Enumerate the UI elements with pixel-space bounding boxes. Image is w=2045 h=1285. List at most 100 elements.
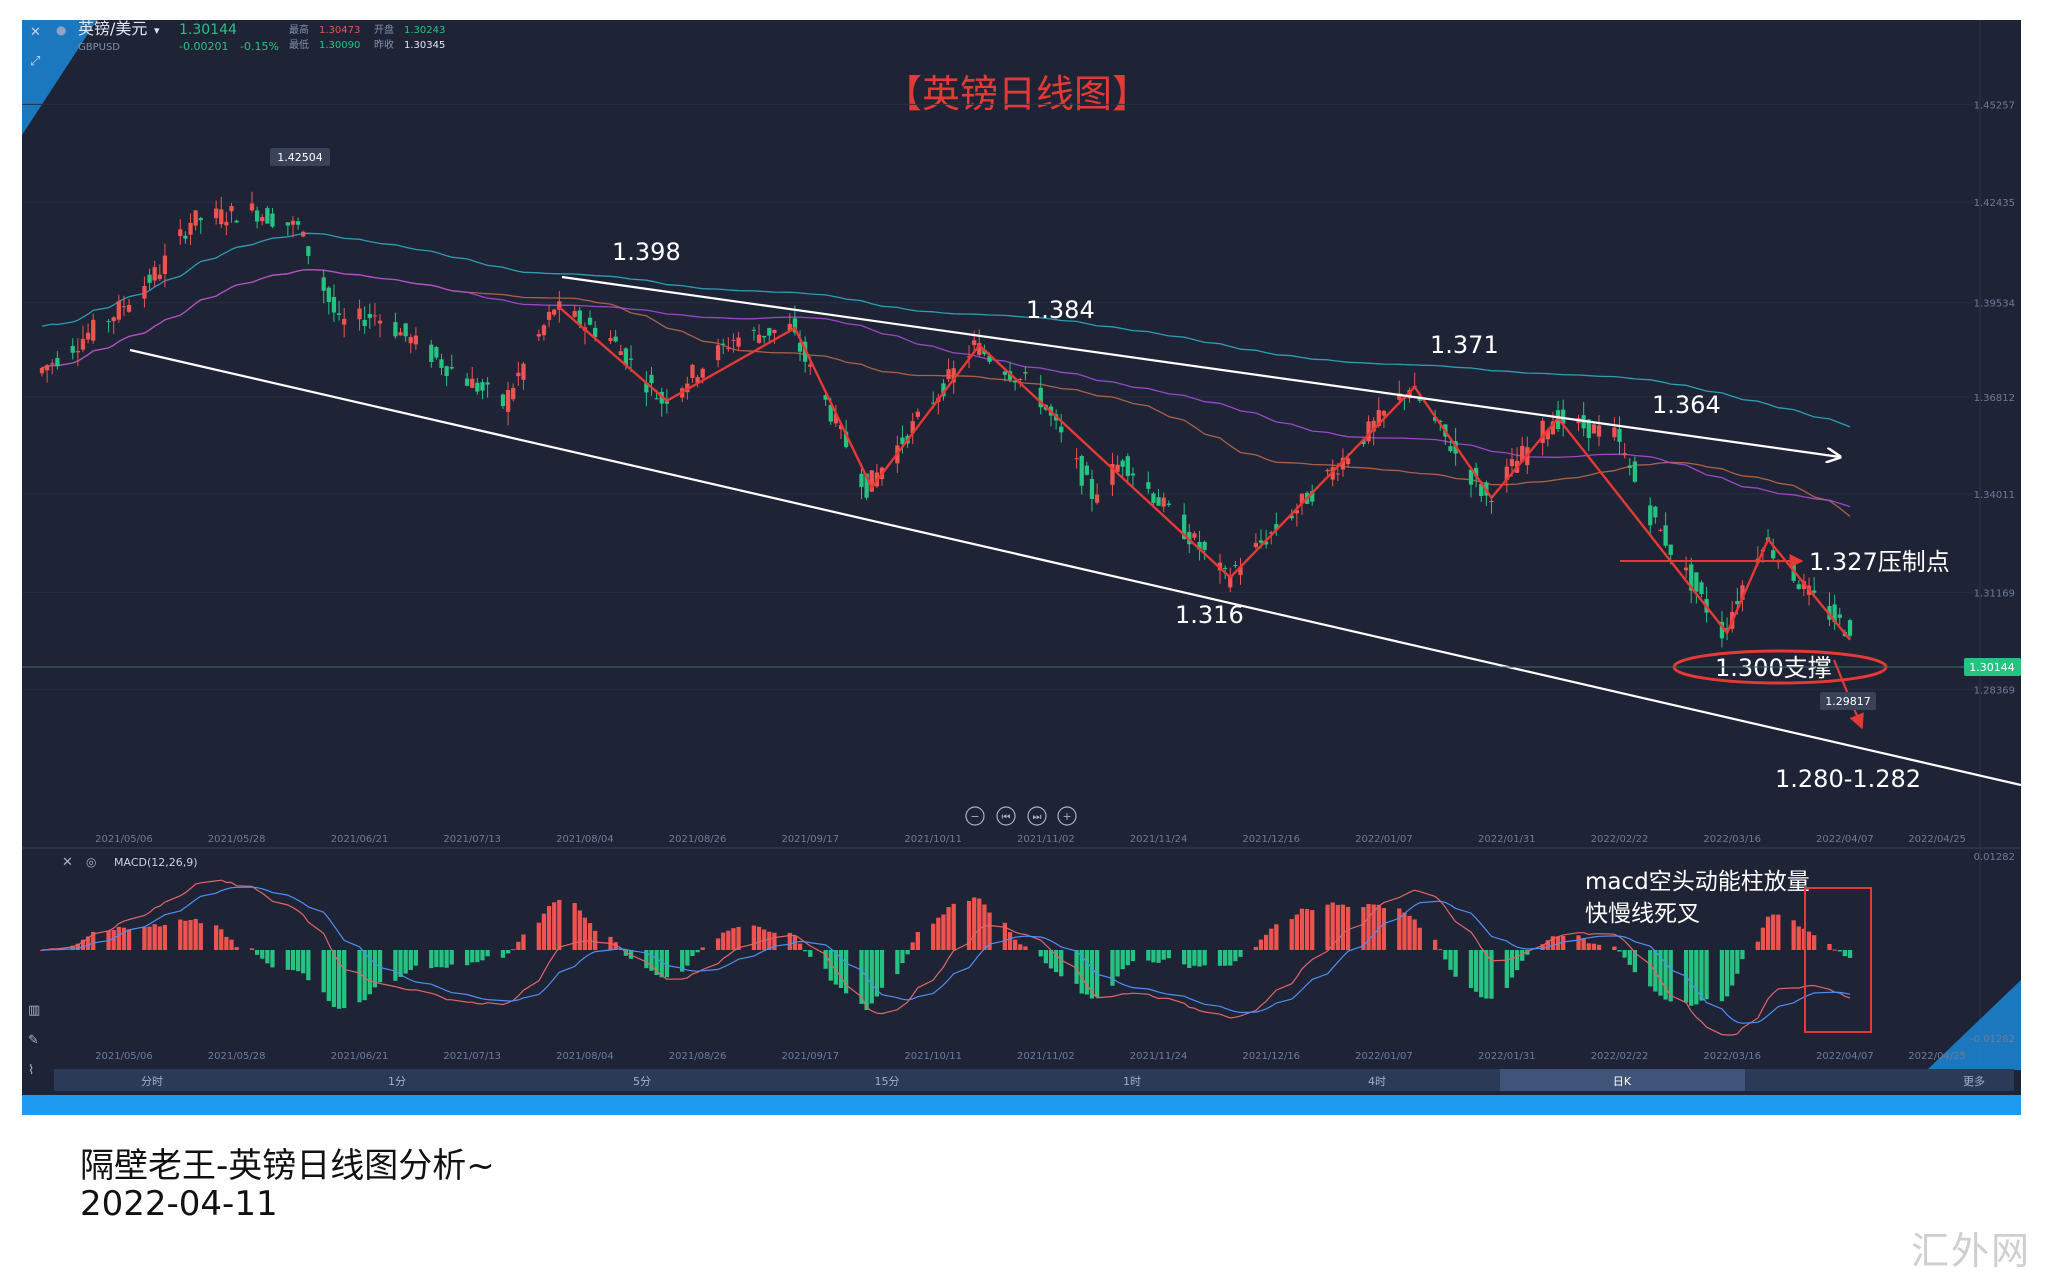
candle-body (1340, 457, 1346, 470)
macd-histogram-bar (75, 943, 80, 950)
macd-close-icon[interactable]: ✕ (62, 855, 73, 870)
timeframe-button[interactable]: 15分 (875, 1075, 900, 1088)
moving-averages (41, 232, 1851, 517)
macd-histogram-bar (1837, 950, 1842, 952)
macd-histogram-bar (1371, 904, 1376, 950)
macd-x-tick-label: 2021/12/16 (1242, 1051, 1300, 1062)
candle-body (751, 329, 757, 331)
candle-body (1120, 460, 1125, 467)
timeframe-button[interactable]: 日K (1613, 1075, 1632, 1088)
candle-body (254, 210, 260, 222)
candle-body (464, 378, 470, 386)
x-tick-label: 2021/11/02 (1017, 834, 1075, 845)
macd-histogram-bar (265, 950, 270, 964)
macd-histogram-bar (413, 950, 419, 966)
macd-histogram-bar (260, 950, 265, 959)
indicator-tool-icon[interactable]: ⌇ (28, 1063, 34, 1078)
macd-histogram-bar (1514, 950, 1520, 971)
bottom-accent-bar (22, 1095, 2021, 1115)
macd-histogram-bar (582, 917, 588, 950)
candle-body (1299, 493, 1305, 504)
corner-decoration-bottom-right (1927, 980, 2021, 1070)
macd-histogram-bar (1473, 950, 1479, 992)
candle-body (1023, 372, 1028, 374)
close-icon[interactable]: ✕ (30, 25, 41, 40)
bar-tool-icon[interactable]: ▥ (28, 1003, 40, 1018)
price-axis-labels: 1.45257 1.42435 1.39534 1.36812 1.34011 1.311… (95, 100, 2015, 1062)
symbol-dropdown-icon[interactable]: ▾ (154, 24, 160, 37)
macd-histogram-bar (1023, 946, 1028, 950)
macd-histogram-bar (1596, 944, 1602, 950)
macd-x-tick-label: 2022/01/31 (1478, 1051, 1536, 1062)
macd-histogram-bar (767, 931, 772, 950)
candle-body (900, 437, 905, 445)
macd-histogram-bar (1453, 950, 1458, 977)
zoom-out-icon: − (970, 810, 979, 823)
timeframe-button[interactable]: 5分 (633, 1075, 651, 1088)
macd-histogram-bar (680, 950, 685, 972)
macd-histogram-bar (1238, 950, 1243, 957)
macd-axis-bottom: -0.01282 (1970, 1034, 2015, 1045)
candle-body (808, 364, 813, 367)
candle-body (982, 349, 987, 355)
macd-histogram-bar (306, 950, 311, 981)
macd-histogram-bar (1653, 950, 1658, 992)
candle-body (1648, 505, 1653, 526)
macd-histogram-bar (285, 950, 290, 970)
macd-histogram-bar (39, 950, 45, 951)
candle-body (859, 473, 864, 487)
candle-body (1059, 426, 1064, 433)
candle-body (608, 338, 613, 341)
macd-x-tick-label: 2021/08/26 (669, 1051, 727, 1062)
macd-histogram-bar (1084, 950, 1089, 995)
timeframe-button[interactable]: 1时 (1123, 1075, 1141, 1088)
timeframe-button[interactable]: 4时 (1368, 1075, 1386, 1088)
timeframe-button[interactable]: 1分 (388, 1075, 406, 1088)
wave-zigzag (558, 306, 1851, 641)
macd-histogram-bar (142, 927, 147, 950)
macd-x-tick-label: 2021/10/11 (904, 1051, 962, 1062)
macd-histogram-bar (557, 899, 562, 950)
symbol-name[interactable]: 英镑/美元 (78, 20, 147, 38)
macd-panel (39, 879, 1853, 1036)
candle-body (726, 348, 731, 350)
macd-indicator-label[interactable]: MACD(12,26,9) (114, 856, 198, 869)
macd-settings-icon[interactable]: ◎ (86, 855, 96, 869)
candle-body (700, 368, 705, 378)
scroll-right-button[interactable] (1027, 806, 1047, 826)
macd-histogram-bar (188, 920, 193, 950)
timeframe-button[interactable]: 更多 (1963, 1074, 1985, 1088)
macd-histogram-bar (1048, 950, 1054, 969)
macd-histogram-bar (613, 942, 618, 950)
zoom-in-button[interactable] (1057, 806, 1077, 826)
candle-body (1289, 515, 1294, 519)
scroll-left-button[interactable] (996, 806, 1016, 826)
macd-histogram-bar (372, 950, 378, 988)
support-label: 1.300支撑 (1715, 654, 1832, 682)
macd-x-tick-label: 2022/04/25 (1908, 1051, 1966, 1062)
candle-body (1161, 497, 1166, 507)
draw-tool-icon[interactable]: ✎ (28, 1033, 39, 1048)
candle-body (480, 382, 485, 391)
macd-histogram-bar (1115, 950, 1120, 977)
macd-histogram-bar (1699, 950, 1704, 1001)
x-tick-label: 2021/08/26 (669, 834, 727, 845)
x-tick-label: 2022/01/31 (1478, 834, 1536, 845)
zoom-out-button[interactable] (965, 806, 985, 826)
macd-histogram-bar (229, 939, 234, 950)
expand-icon[interactable]: ⤢ (30, 54, 40, 69)
macd-histogram-bar (843, 950, 849, 994)
timeframe-button[interactable]: 分时 (141, 1075, 163, 1088)
x-tick-label: 2021/07/13 (443, 834, 501, 845)
timeframe-bar: 分时 1分 5分 15分 1时 4时 日K 更多 (54, 1069, 2014, 1091)
candle-body (121, 306, 127, 308)
stat-open-label: 开盘 (374, 23, 394, 36)
candle-body (500, 394, 506, 407)
candle-body (1407, 390, 1412, 399)
macd-histogram-bar (1125, 950, 1130, 966)
macd-histogram-bar (434, 950, 439, 967)
macd-histogram-bar (70, 945, 75, 950)
candle-body (654, 398, 659, 400)
macd-histogram-bar (464, 950, 470, 966)
macd-histogram-bar (1776, 914, 1781, 950)
